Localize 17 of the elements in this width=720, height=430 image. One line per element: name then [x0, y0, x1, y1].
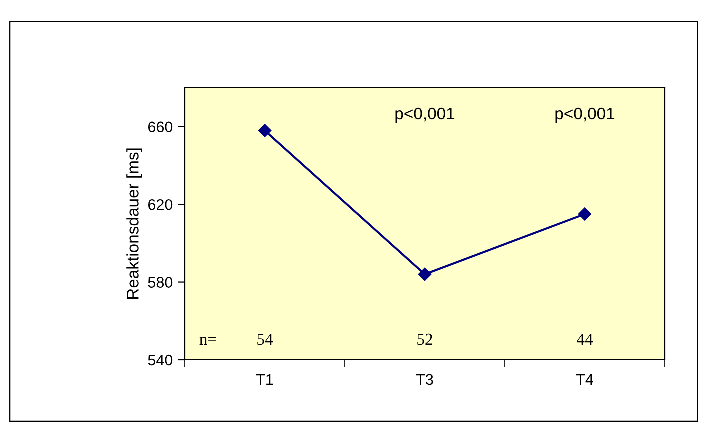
y-tick-label: 540: [148, 354, 173, 366]
point: [258, 124, 272, 138]
annotation: 54: [258, 334, 274, 346]
x-tick-label: T4: [576, 374, 594, 385]
y-axis-title: Reaktionsdauer [ms]: [126, 148, 142, 300]
annotation: p<0,001: [396, 108, 455, 123]
x-tick-label: T3: [416, 374, 434, 386]
x-tick-label: T1: [256, 374, 274, 385]
annotation: 52: [418, 334, 432, 346]
point: [418, 268, 432, 282]
y-tick-label: 580: [148, 277, 173, 288]
point: [578, 208, 592, 221]
annotation: 44: [576, 334, 594, 345]
annotation: n=: [200, 337, 216, 345]
y-tick-label: 620: [148, 199, 173, 210]
y-tick-label: 660: [148, 122, 173, 133]
annotation: p<0,001: [556, 108, 615, 123]
